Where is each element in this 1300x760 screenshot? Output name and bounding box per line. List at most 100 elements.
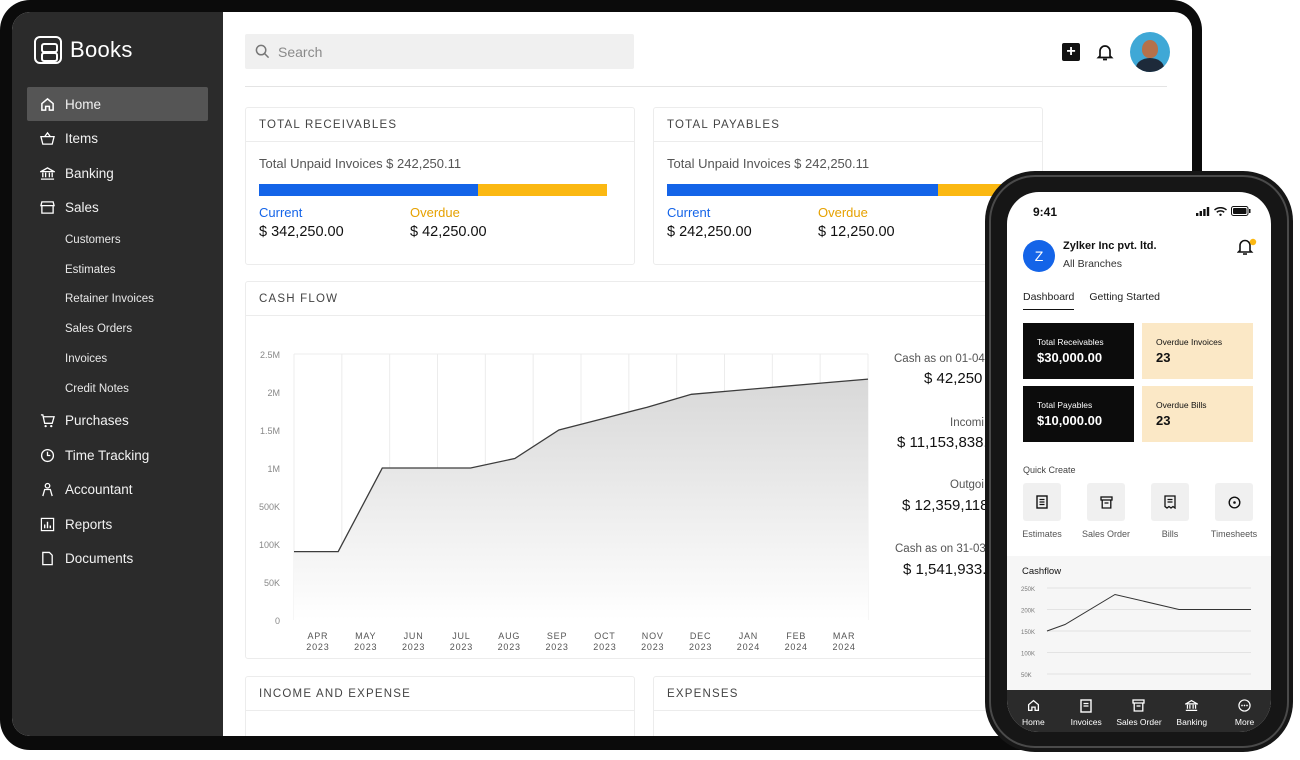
outgoing-label: Outgoi [950,479,984,491]
add-new-button[interactable]: + [1062,43,1080,61]
search-input[interactable]: Search [245,34,634,69]
quick-create-estimates[interactable]: Estimates [1012,483,1072,539]
sidebar-item-time-tracking[interactable]: Time Tracking [27,438,208,472]
tab-getting-started[interactable]: Getting Started [1089,291,1160,303]
card-title: TOTAL RECEIVABLES [246,108,634,142]
phone-nav-banking[interactable]: Banking [1165,690,1218,732]
status-time: 9:41 [1033,205,1058,219]
overdue-amount: $ 12,250.00 [818,224,895,240]
quick-create-sales-order[interactable]: Sales Order [1076,483,1136,539]
sidebar-nav: Home Items Banking Sales Customers Estim… [27,87,208,576]
x-tick-label: JUL [452,631,470,641]
accountant-icon [39,482,55,498]
sidebar-item-label: Documents [65,551,134,567]
y-tick-label: 0 [275,616,280,626]
sidebar-item-purchases[interactable]: Purchases [27,404,208,438]
current-segment [667,184,938,196]
total-receivables-card: TOTAL RECEIVABLES Total Unpaid Invoices … [245,107,635,265]
notifications-button[interactable] [1236,238,1257,261]
x-tick-label: JAN [739,631,758,641]
total-payables-tile[interactable]: Total Payables $10,000.00 [1023,386,1134,442]
x-tick-label: APR [307,631,328,641]
unpaid-invoices-text: Total Unpaid Invoices $ 242,250.11 [259,156,462,171]
x-tick-label: MAY [355,631,376,641]
tile-value: 23 [1156,413,1171,428]
app-name: Books [70,37,133,62]
expenses-card: EXPENSES [653,676,1043,736]
org-name[interactable]: Zylker Inc pvt. ltd. [1063,240,1157,252]
sidebar-subitem-retainer-invoices[interactable]: Retainer Invoices [65,293,154,306]
sidebar-item-accountant[interactable]: Accountant [27,473,208,507]
phone-tabs: Dashboard Getting Started [1023,291,1160,310]
cash-end-value: $ 1,541,933.6 [903,561,995,578]
bell-icon[interactable] [1096,43,1114,62]
sidebar-subitem-credit-notes[interactable]: Credit Notes [65,382,129,395]
quick-create-timesheets[interactable]: Timesheets [1204,483,1264,539]
x-tick-label: 2023 [689,642,712,652]
phone-nav-label: Home [1022,717,1045,727]
phone-y-tick-label: 200K [1021,609,1035,615]
sidebar-item-reports[interactable]: Reports [27,507,208,541]
sidebar-item-banking[interactable]: Banking [27,156,208,190]
wifi-icon [1214,206,1227,216]
x-tick-label: 2023 [498,642,521,652]
quick-create-bills[interactable]: Bills [1140,483,1200,539]
sidebar-item-sales[interactable]: Sales [27,191,208,225]
sidebar-item-label: Banking [65,165,114,181]
x-tick-label: 2023 [402,642,425,652]
quick-create-label: Estimates [1022,529,1062,539]
header-divider [245,86,1167,87]
quick-create-label: Bills [1161,529,1179,539]
y-tick-label: 50K [264,578,280,588]
phone-y-tick-label: 100K [1021,652,1035,658]
phone-cashflow-section: Cashflow 250K 200K 150K 100K 50K [1007,556,1271,692]
x-tick-label: NOV [642,631,664,641]
branch-name[interactable]: All Branches [1063,258,1122,270]
tile-label: Overdue Invoices [1156,337,1223,347]
phone-nav-invoices[interactable]: Invoices [1060,690,1113,732]
home-icon [1027,699,1039,712]
phone-nav-label: Sales Order [1116,717,1162,727]
sidebar-item-label: Reports [65,516,113,532]
sidebar-subitem-sales-orders[interactable]: Sales Orders [65,323,133,336]
tile-label: Total Receivables [1037,337,1104,347]
x-tick-label: 2024 [832,642,855,652]
bank-icon [39,165,55,181]
tab-dashboard[interactable]: Dashboard [1023,291,1075,310]
chart-icon [39,516,55,532]
x-tick-label: MAR [833,631,855,641]
tile-label: Overdue Bills [1156,400,1207,410]
x-tick-label: 2023 [306,642,329,652]
overdue-amount: $ 42,250.00 [410,224,487,240]
search-icon [255,44,270,59]
sidebar-item-documents[interactable]: Documents [27,542,208,576]
phone-screen: 9:41 Z Zylker Inc pvt. ltd. All Branches… [1007,192,1271,732]
phone-nav-home[interactable]: Home [1007,690,1060,732]
overdue-invoices-tile[interactable]: Overdue Invoices 23 [1142,323,1253,379]
total-receivables-tile[interactable]: Total Receivables $30,000.00 [1023,323,1134,379]
current-segment [259,184,478,196]
phone-nav-sales-order[interactable]: Sales Order [1113,690,1166,732]
phone-nav-more[interactable]: More [1218,690,1271,732]
x-tick-label: 2024 [785,642,808,652]
unpaid-invoices-text: Total Unpaid Invoices $ 242,250.11 [667,156,870,171]
home-icon [39,96,55,112]
basket-icon [39,131,55,147]
sidebar-subitem-invoices[interactable]: Invoices [65,353,108,366]
sidebar-item-label: Purchases [65,413,129,429]
x-tick-label: 2023 [545,642,568,652]
avatar[interactable] [1130,32,1170,72]
sidebar-subitem-customers[interactable]: Customers [65,233,121,246]
overdue-bills-tile[interactable]: Overdue Bills 23 [1142,386,1253,442]
phone-y-tick-label: 50K [1021,673,1032,679]
cash-start-label: Cash as on 01-04- [894,353,989,365]
sidebar-item-home[interactable]: Home [27,87,208,121]
app-logo[interactable]: Books [34,36,133,64]
sidebar-item-label: Home [65,96,102,112]
sidebar-subitem-estimates[interactable]: Estimates [65,263,116,276]
phone-nav-label: Banking [1176,717,1208,727]
sidebar-item-items[interactable]: Items [27,122,208,156]
sales-order-icon [1099,495,1113,509]
org-avatar[interactable]: Z [1023,240,1055,272]
tile-value: 23 [1156,350,1171,365]
